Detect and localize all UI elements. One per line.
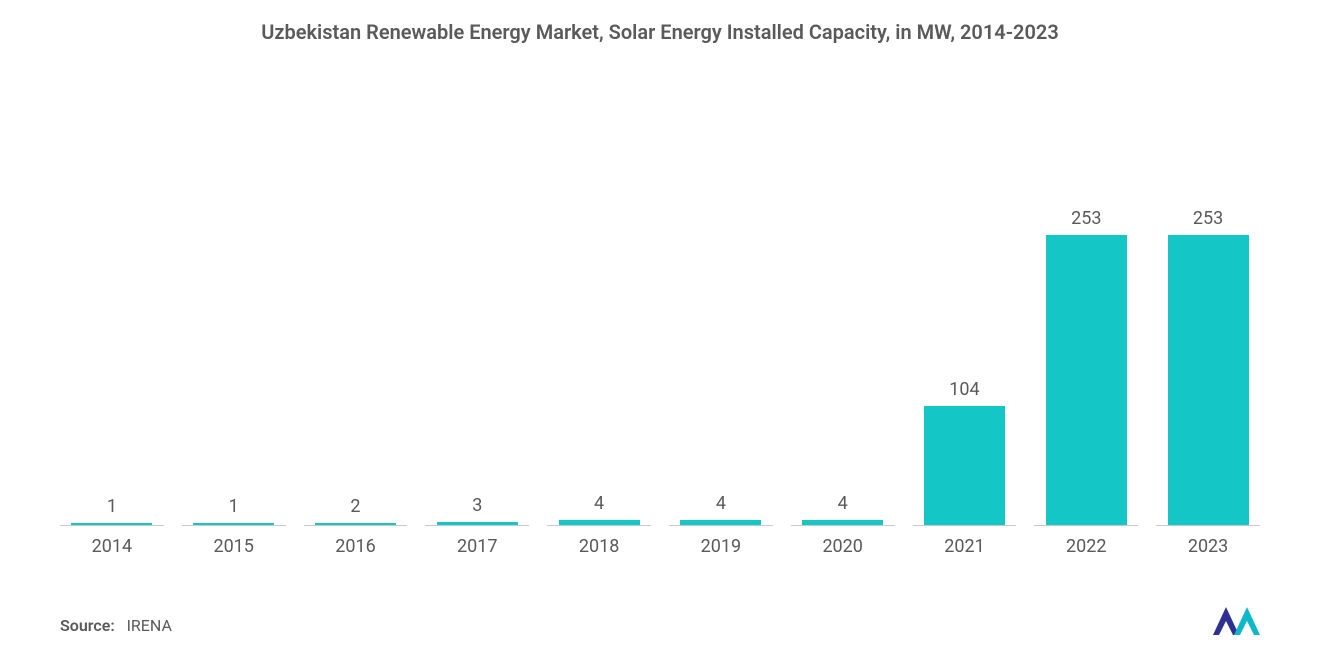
bar-category-label: 2015 — [213, 536, 253, 557]
bar-category-label: 2023 — [1188, 536, 1228, 557]
chart-title: Uzbekistan Renewable Energy Market, Sola… — [50, 20, 1270, 44]
source-text: IRENA — [127, 616, 172, 635]
bar-category-label: 2018 — [579, 536, 619, 557]
bar-group: 253 2022 — [1034, 208, 1138, 557]
bar-baseline — [1156, 525, 1260, 526]
bar-value-label: 4 — [716, 493, 726, 514]
brand-logo — [1213, 607, 1260, 635]
bar-group: 1 2014 — [60, 496, 164, 557]
bar — [1046, 235, 1127, 525]
bar-value-label: 4 — [594, 493, 604, 514]
bar-group: 4 2020 — [791, 493, 895, 557]
bar-category-label: 2020 — [822, 536, 862, 557]
bar-value-label: 3 — [472, 495, 482, 516]
bar-baseline — [1034, 525, 1138, 526]
bar-group: 3 2017 — [425, 495, 529, 557]
bar-baseline — [60, 525, 164, 526]
footer-row: Source: IRENA — [50, 607, 1270, 635]
bar-group: 253 2023 — [1156, 208, 1260, 557]
bar-group: 4 2019 — [669, 493, 773, 557]
bar-baseline — [182, 525, 286, 526]
bar-baseline — [913, 525, 1017, 526]
source-prefix: Source: — [60, 616, 115, 635]
bar-value-label: 2 — [350, 496, 360, 517]
bar-value-label: 1 — [229, 496, 239, 517]
bar-group: 4 2018 — [547, 493, 651, 557]
logo-mark-right — [1234, 607, 1260, 635]
bar-group: 104 2021 — [913, 379, 1017, 557]
bar-category-label: 2022 — [1066, 536, 1106, 557]
bar-category-label: 2017 — [457, 536, 497, 557]
bar-group: 1 2015 — [182, 496, 286, 557]
bar-category-label: 2016 — [335, 536, 375, 557]
source-citation: Source: IRENA — [60, 616, 172, 635]
bar-category-label: 2021 — [944, 536, 984, 557]
bar-baseline — [304, 525, 408, 526]
bar-baseline — [669, 525, 773, 526]
bar-category-label: 2014 — [92, 536, 132, 557]
bar-value-label: 4 — [838, 493, 848, 514]
bar-group: 2 2016 — [304, 496, 408, 557]
bar-category-label: 2019 — [701, 536, 741, 557]
bar-baseline — [547, 525, 651, 526]
bar — [924, 406, 1005, 525]
bar-baseline — [425, 525, 529, 526]
bar-value-label: 1 — [107, 496, 117, 517]
bar-value-label: 253 — [1193, 208, 1223, 229]
chart-container: Uzbekistan Renewable Energy Market, Sola… — [0, 0, 1320, 665]
bar — [1168, 235, 1249, 525]
bar-baseline — [791, 525, 895, 526]
plot-area: 1 2014 1 2015 2 2016 3 2017 4 2018 4 2019 4 2020 104 20… — [50, 84, 1270, 557]
bar-value-label: 253 — [1071, 208, 1101, 229]
bar-value-label: 104 — [949, 379, 979, 400]
